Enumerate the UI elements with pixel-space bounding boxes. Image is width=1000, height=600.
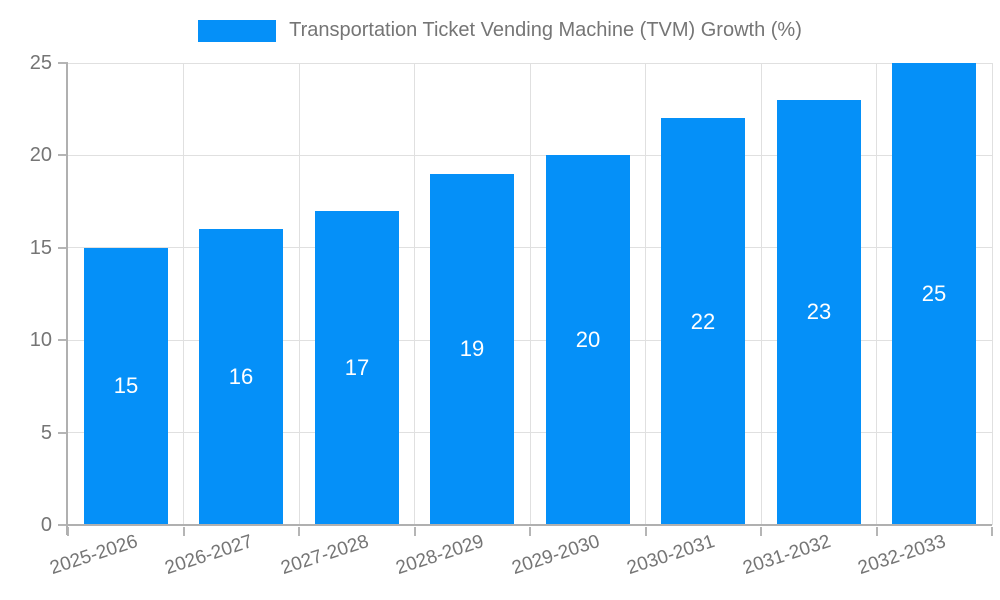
bar: 15 (84, 247, 168, 525)
x-tick (991, 527, 993, 536)
bar-value-label: 17 (344, 354, 370, 380)
x-gridline (298, 63, 300, 525)
x-tick (298, 527, 300, 536)
y-tick (58, 339, 68, 342)
bar-value-label: 22 (690, 308, 716, 334)
bar: 25 (892, 63, 976, 525)
x-axis-line (66, 524, 992, 526)
x-gridline (760, 63, 762, 525)
chart-legend: Transportation Ticket Vending Machine (T… (0, 19, 1000, 42)
x-tick-label: 2028-2029 (393, 531, 487, 580)
bar-value-label: 16 (228, 364, 254, 390)
x-tick-label: 2029-2030 (509, 531, 603, 580)
x-gridline (876, 63, 877, 525)
x-tick-label: 2031-2032 (740, 531, 834, 580)
y-tick (58, 154, 68, 157)
y-tick-label: 0 (40, 514, 52, 536)
bar: 19 (430, 173, 514, 525)
x-tick (182, 527, 185, 536)
bar-value-label: 19 (459, 336, 485, 362)
x-tick (67, 527, 69, 536)
x-tick (760, 527, 762, 536)
x-tick-label: 2025-2026 (47, 531, 141, 580)
bar-value-label: 25 (921, 281, 947, 306)
x-gridline (645, 63, 646, 525)
y-tick (58, 246, 68, 249)
bar: 17 (315, 210, 399, 525)
legend-label: Transportation Ticket Vending Machine (T… (289, 19, 802, 41)
x-gridline (183, 63, 184, 525)
x-tick-label: 2030-2031 (624, 531, 718, 580)
bar: 23 (777, 99, 861, 525)
y-axis-line (66, 63, 68, 535)
y-tick-label: 5 (40, 421, 52, 444)
x-tick (529, 527, 531, 536)
bar: 20 (546, 155, 630, 525)
y-tick (58, 524, 68, 526)
y-tick-label: 20 (29, 144, 52, 167)
y-tick (58, 431, 68, 434)
x-tick (413, 527, 416, 536)
y-tick-label: 25 (29, 52, 52, 74)
x-gridline (414, 63, 415, 525)
x-tick-label: 2027-2028 (278, 531, 372, 580)
x-tick (644, 527, 647, 536)
x-gridline (529, 63, 531, 525)
bar: 16 (199, 229, 283, 525)
bar: 22 (661, 118, 745, 525)
bar-value-label: 23 (806, 299, 832, 325)
x-tick-label: 2026-2027 (162, 531, 256, 580)
y-tick-label: 15 (29, 236, 52, 259)
x-tick (875, 527, 878, 536)
legend-swatch-icon (198, 19, 277, 42)
y-tick-label: 10 (29, 329, 52, 352)
y-tick (58, 62, 68, 64)
bar-value-label: 20 (575, 327, 601, 353)
bar-value-label: 15 (113, 373, 139, 399)
x-gridline (991, 63, 993, 525)
x-tick-label: 2032-2033 (855, 531, 949, 580)
